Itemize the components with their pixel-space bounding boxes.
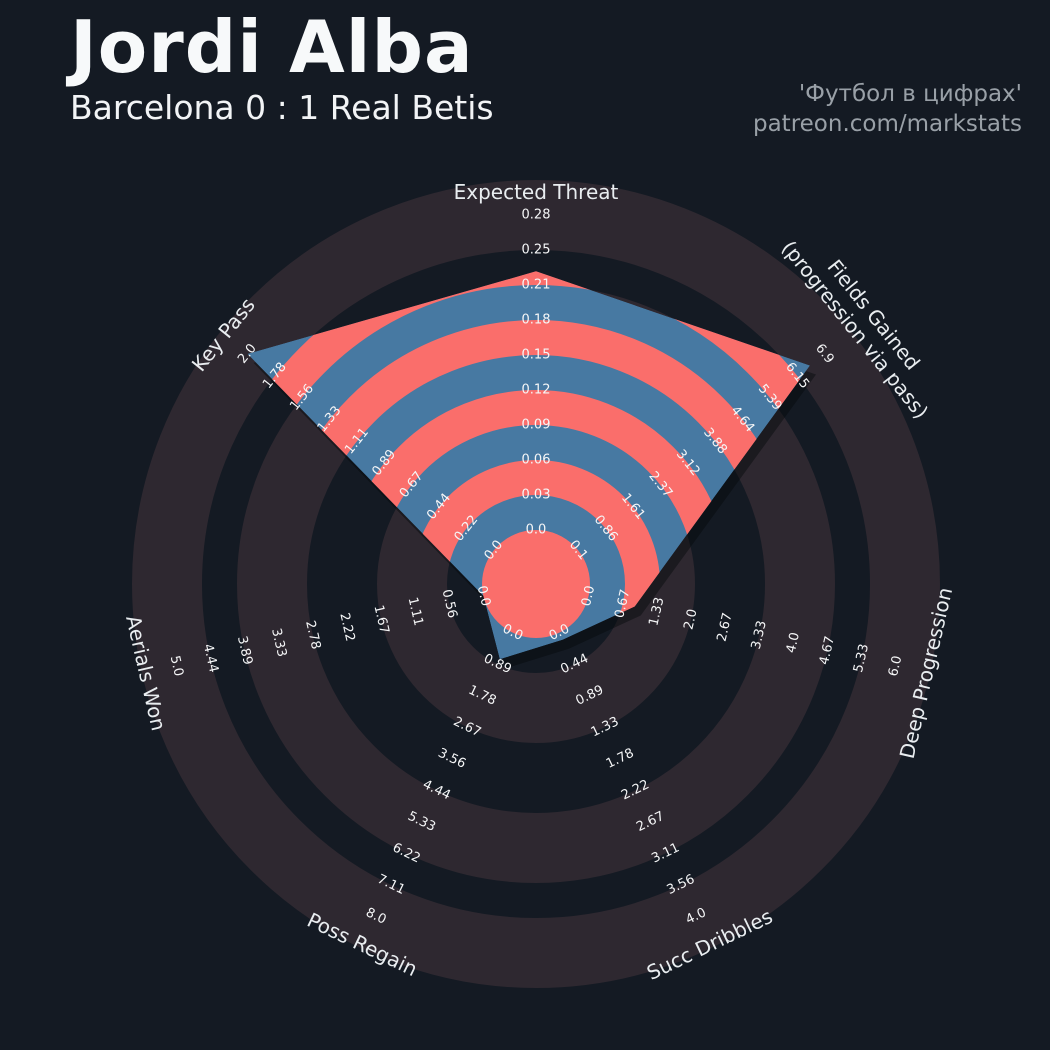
tick-label: 0.06	[522, 453, 551, 468]
tick-label: 1.11	[405, 596, 426, 628]
header: Jordi Alba Barcelona 0 : 1 Real Betis	[70, 5, 494, 127]
credit-block: 'Футбол в цифрах' patreon.com/markstats	[753, 80, 1022, 140]
credit-brand: 'Футбол в цифрах'	[798, 81, 1022, 107]
tick-label: 0.67	[612, 588, 633, 620]
axis-title-expected-threat: Expected Threat	[454, 180, 619, 204]
tick-label: 0.0	[526, 523, 547, 538]
tick-label: 0.25	[522, 243, 551, 258]
tick-label: 0.0	[579, 584, 598, 608]
match-score: Barcelona 0 : 1 Real Betis	[70, 87, 494, 127]
tick-label: 4.44	[200, 643, 221, 675]
tick-label: 3.33	[268, 627, 289, 659]
faint-ring	[132, 180, 940, 988]
tick-label: 0.28	[522, 208, 551, 223]
tick-label: 1.33	[646, 596, 667, 628]
tick-label: 0.15	[522, 348, 551, 363]
tick-label: 3.33	[749, 619, 770, 651]
tick-label: 5.33	[851, 643, 872, 675]
tick-label: 0.0	[474, 584, 493, 608]
tick-label: 4.67	[817, 635, 838, 667]
player-name: Jordi Alba	[70, 5, 474, 89]
tick-label: 0.18	[522, 313, 551, 328]
tick-label: 0.21	[522, 278, 551, 293]
tick-label: 2.22	[336, 611, 357, 643]
tick-label: 0.56	[439, 588, 460, 620]
tick-label: 2.78	[302, 619, 323, 651]
credit-link: patreon.com/markstats	[752, 110, 1022, 137]
tick-label: 6.0	[886, 654, 905, 678]
tick-label: 2.67	[715, 611, 736, 643]
center-disc	[482, 530, 590, 638]
tick-label: 0.03	[522, 488, 551, 503]
tick-label: 4.0	[784, 631, 803, 655]
tick-label: 0.12	[522, 383, 551, 398]
tick-label: 3.89	[234, 635, 255, 667]
tick-label: 5.0	[167, 654, 186, 678]
tick-label: 1.67	[370, 604, 391, 636]
tick-label: 0.09	[522, 418, 551, 433]
tick-label: 2.0	[681, 608, 700, 632]
